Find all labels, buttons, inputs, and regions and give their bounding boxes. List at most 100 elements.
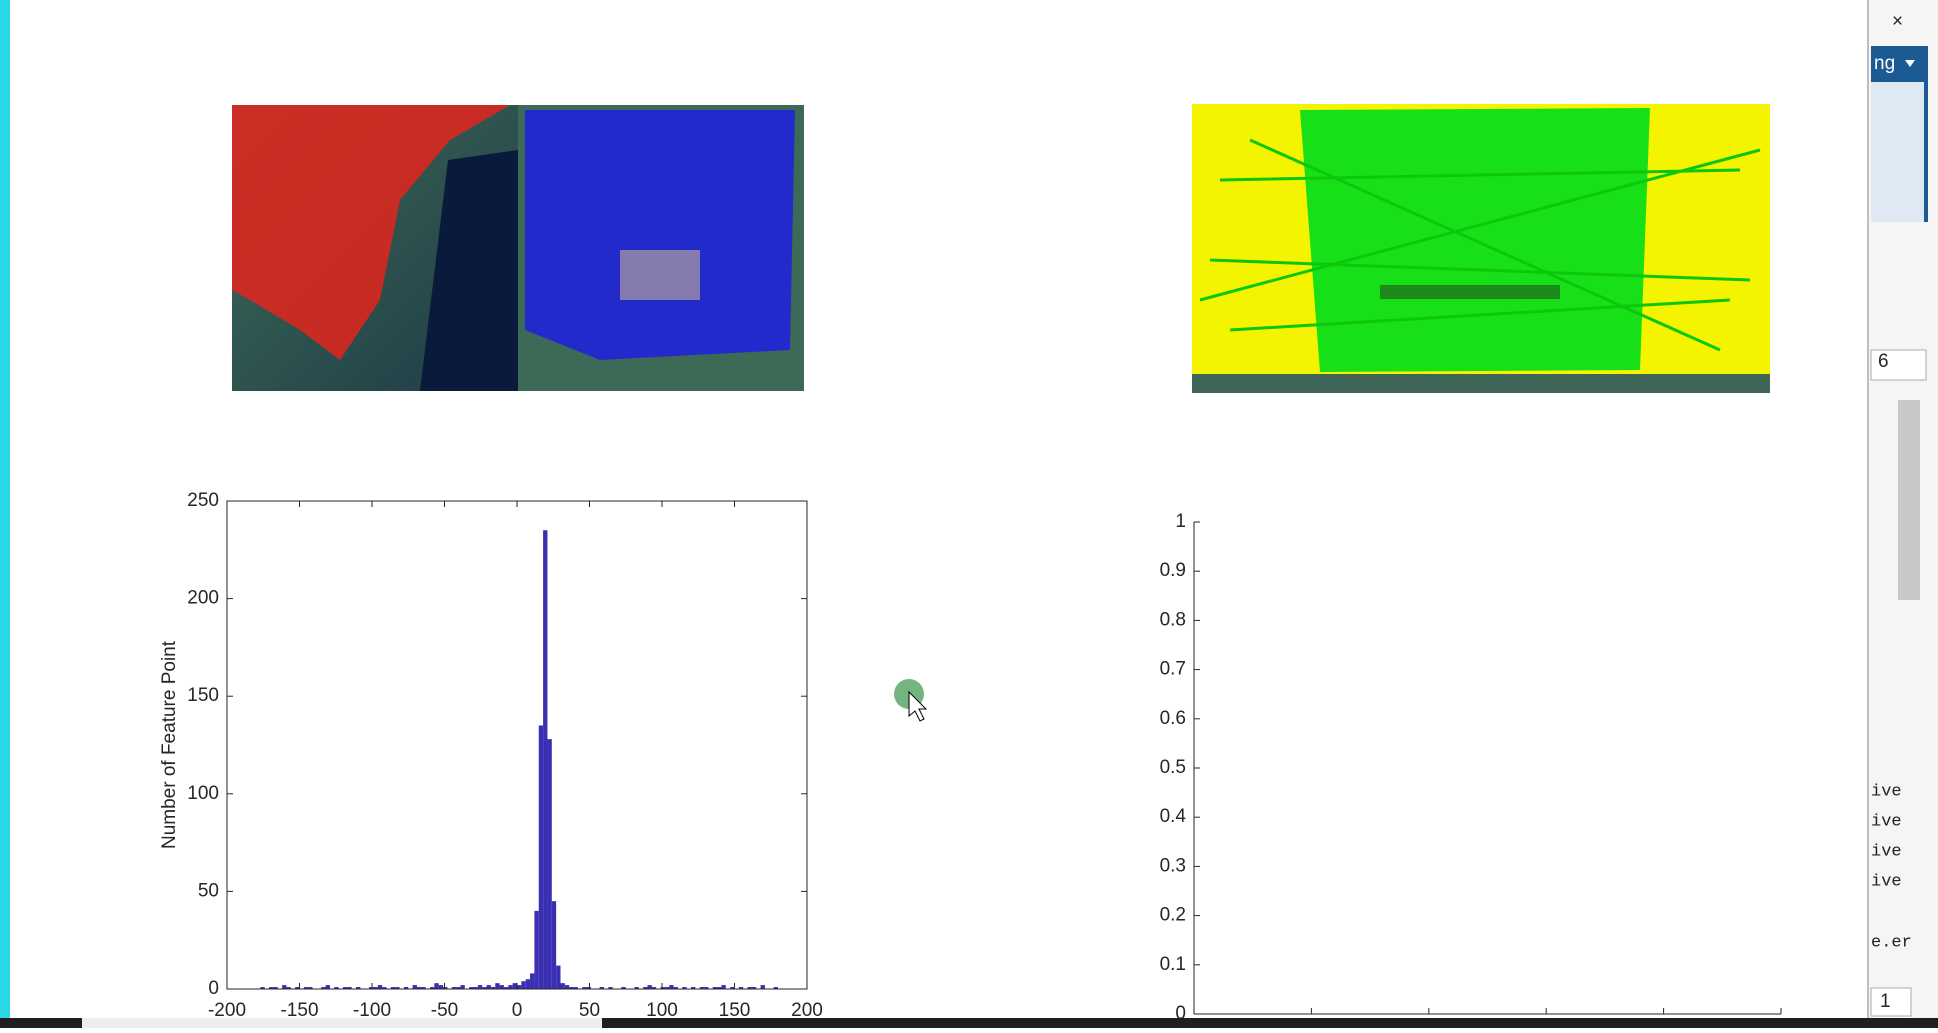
histogram-bar: [390, 987, 396, 989]
close-icon[interactable]: ×: [1892, 11, 1903, 32]
histogram-bar: [369, 987, 374, 989]
y-tick-label: 250: [187, 490, 219, 511]
histogram-bar: [643, 987, 648, 989]
histogram-bar: [691, 987, 696, 989]
histogram-bar: [751, 987, 757, 989]
histogram-bar: [395, 987, 400, 989]
histogram-bar: [647, 985, 652, 989]
histogram-bar: [308, 987, 313, 989]
taskbar-item[interactable]: [82, 1018, 602, 1028]
histogram-bar: [712, 987, 718, 989]
histogram-bar: [451, 987, 457, 989]
histogram-bar: [551, 901, 557, 989]
histogram-bar: [486, 985, 491, 989]
y-tick-label: 0.2: [1160, 905, 1186, 926]
x-tick-label: 200: [791, 1000, 823, 1021]
match-image: [1192, 104, 1770, 393]
x-tick-label: -200: [208, 1000, 246, 1021]
histogram-bar: [347, 987, 352, 989]
console-line: ive: [1871, 872, 1902, 891]
histogram-bar: [373, 987, 378, 989]
histogram-bar: [573, 987, 578, 989]
x-tick-label: -50: [431, 1000, 458, 1021]
histogram-bar: [321, 987, 326, 989]
taskbar: [0, 1018, 1938, 1028]
histogram-bar: [517, 985, 522, 989]
histogram-bar: [773, 987, 778, 989]
histogram-bar: [521, 981, 526, 989]
y-tick-label: 0.4: [1160, 806, 1187, 827]
y-tick-label: 100: [187, 783, 219, 804]
histogram-bar: [586, 987, 591, 989]
histogram-bar: [717, 987, 722, 989]
x-tick-label: -100: [353, 1000, 391, 1021]
x-tick-label: 150: [719, 1000, 751, 1021]
console-footer: e.er: [1871, 933, 1912, 952]
y-tick-label: 0.9: [1160, 560, 1186, 581]
x-tick-label: 0: [512, 1000, 523, 1021]
histogram-bar: [664, 987, 670, 989]
y-tick-label: 1: [1175, 511, 1186, 532]
histogram-bar: [508, 985, 513, 989]
histogram-bar: [490, 987, 496, 989]
histogram-bar: [477, 985, 483, 989]
histogram-bar: [651, 987, 657, 989]
x-tick-label: -150: [280, 1000, 318, 1021]
histogram-bar: [434, 983, 439, 989]
dropdown[interactable]: [1871, 46, 1926, 82]
histogram-bar: [356, 987, 361, 989]
histogram-bar: [730, 987, 735, 989]
histogram-bar: [473, 987, 478, 989]
histogram-bar: [538, 725, 544, 989]
histogram-bar: [334, 987, 339, 989]
field-text: 6: [1878, 351, 1889, 372]
histogram-bar: [721, 985, 726, 989]
histogram-bar: [273, 987, 278, 989]
histogram-bar: [325, 985, 330, 989]
histogram-bar: [377, 985, 383, 989]
y-tick-label: 50: [198, 880, 219, 901]
left-strip: [0, 0, 10, 1028]
field[interactable]: [1870, 349, 1927, 381]
feature-image-pair: [232, 105, 804, 391]
histogram-bar: [512, 983, 517, 989]
cursor: [908, 690, 928, 722]
histogram-bar: [469, 987, 474, 989]
scrollbar[interactable]: [1898, 400, 1920, 600]
histogram-bar: [543, 530, 548, 989]
bottom-field[interactable]: [1870, 987, 1912, 1017]
y-tick-label: 0.6: [1160, 708, 1186, 729]
bottom-field-text: 1: [1880, 991, 1891, 1012]
histogram-bar: [699, 987, 705, 989]
y-axis-label: Number of Feature Point: [159, 640, 180, 849]
histogram-bar: [499, 985, 504, 989]
histogram-bar: [421, 987, 426, 989]
axes-box: [226, 500, 808, 990]
histogram-bar: [382, 987, 387, 989]
console-line: ive: [1871, 812, 1902, 831]
histogram-bar: [621, 987, 626, 989]
y-tick-label: 0.3: [1160, 855, 1186, 876]
histogram-bar: [286, 987, 291, 989]
histogram-bar: [303, 987, 309, 989]
histogram-bar: [569, 987, 574, 989]
histogram-bar: [704, 987, 709, 989]
histogram-bar: [412, 985, 417, 989]
histogram-bar: [482, 987, 487, 989]
histogram-bar: [634, 987, 639, 989]
histogram-bar: [403, 987, 409, 989]
histogram-bar: [530, 973, 535, 989]
histogram-bar: [495, 983, 500, 989]
histogram-bar: [269, 987, 274, 989]
histogram-bar: [564, 985, 570, 989]
y-tick-label: 200: [187, 588, 219, 609]
histogram-bar: [456, 987, 461, 989]
y-tick-label: 150: [187, 685, 219, 706]
y-tick-label: 0.7: [1160, 659, 1186, 680]
histogram-bar: [599, 987, 604, 989]
histogram-bar: [738, 987, 744, 989]
histogram-bar: [608, 987, 613, 989]
histogram-bar: [525, 979, 531, 989]
